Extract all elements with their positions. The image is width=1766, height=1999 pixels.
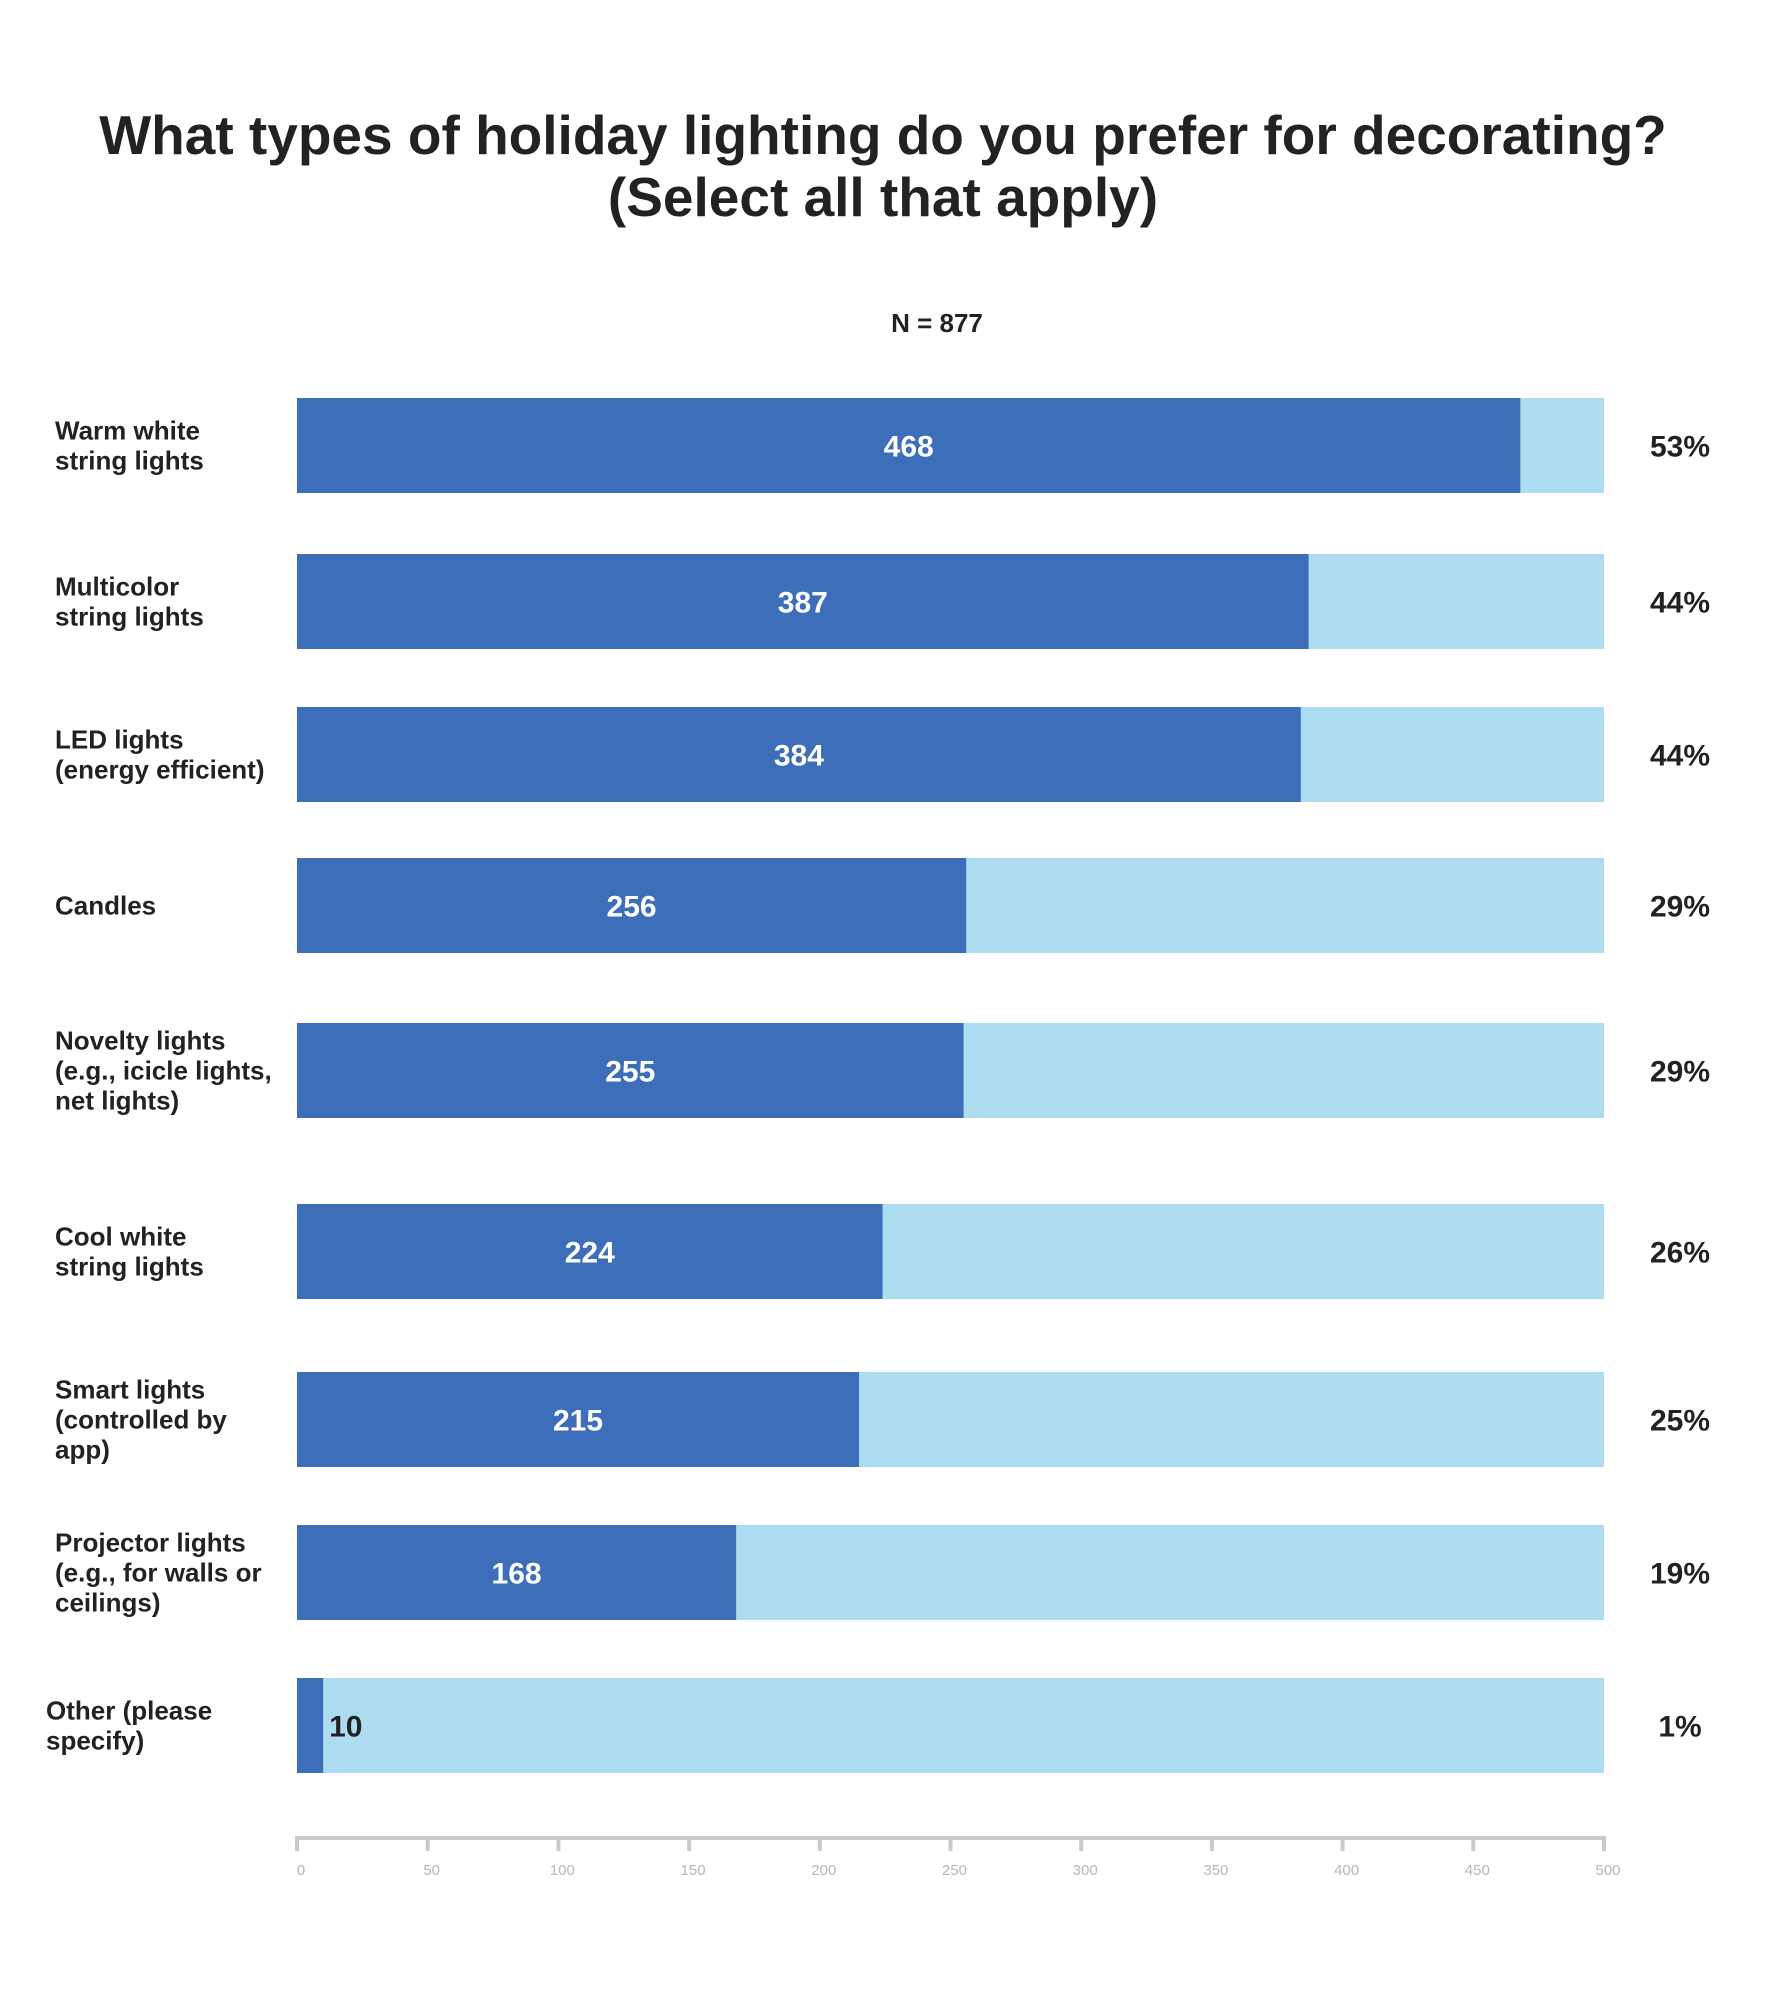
bar-3 bbox=[297, 707, 1301, 802]
bar-7 bbox=[297, 1372, 860, 1467]
category-label-line: Projector lights bbox=[55, 1528, 246, 1558]
category-label-line: Multicolor bbox=[55, 572, 179, 602]
x-tick-label-300: 300 bbox=[1073, 1862, 1098, 1879]
percent-label-5: 29% bbox=[1650, 1056, 1710, 1089]
percent-label-1: 53% bbox=[1650, 431, 1710, 464]
category-label-5: Novelty lights (e.g., icicle lights, net l… bbox=[55, 1026, 272, 1116]
bar-value-label-8: 168 bbox=[492, 1558, 542, 1591]
category-label-line: string lights bbox=[55, 446, 204, 476]
category-label-line: (energy efficient) bbox=[55, 755, 265, 785]
category-label-7: Smart lights (controlled by app) bbox=[55, 1375, 227, 1465]
x-tick-label-50: 50 bbox=[423, 1862, 440, 1879]
bar-2 bbox=[297, 554, 1309, 649]
category-label-line: Other (please bbox=[46, 1696, 212, 1726]
percent-label-4: 29% bbox=[1650, 891, 1710, 924]
category-label-line: (controlled by bbox=[55, 1405, 227, 1435]
chart-title-line-2: (Select all that apply) bbox=[607, 166, 1159, 228]
x-tick-label-500: 500 bbox=[1595, 1862, 1620, 1879]
bar-6 bbox=[297, 1204, 883, 1299]
category-label-9: Other (please specify) bbox=[46, 1696, 212, 1756]
x-tick-label-450: 450 bbox=[1465, 1862, 1490, 1879]
category-label-3: LED lights (energy efficient) bbox=[55, 725, 265, 785]
x-tick-label-250: 250 bbox=[942, 1862, 967, 1879]
category-label-line: (e.g., for walls or bbox=[55, 1558, 262, 1588]
x-tick-label-350: 350 bbox=[1203, 1862, 1228, 1879]
percent-label-6: 26% bbox=[1650, 1237, 1710, 1270]
percent-label-9: 1% bbox=[1658, 1711, 1701, 1744]
category-label-line: Warm white bbox=[55, 416, 200, 446]
percent-label-7: 25% bbox=[1650, 1405, 1710, 1438]
bar-value-label-9: 10 bbox=[329, 1711, 362, 1744]
x-tick-label-150: 150 bbox=[681, 1862, 706, 1879]
category-label-line: string lights bbox=[55, 602, 204, 632]
x-tick-label-400: 400 bbox=[1334, 1862, 1359, 1879]
x-tick-label-200: 200 bbox=[811, 1862, 836, 1879]
bar-value-label-7: 215 bbox=[553, 1405, 603, 1438]
bar-value-label-2: 387 bbox=[778, 587, 828, 620]
category-label-2: Multicolor string lights bbox=[55, 572, 204, 632]
bar-8 bbox=[297, 1525, 737, 1620]
category-label-line: (e.g., icicle lights, bbox=[55, 1056, 272, 1086]
bar-1 bbox=[297, 398, 1521, 493]
category-label-6: Cool white string lights bbox=[55, 1222, 204, 1282]
bar-9 bbox=[297, 1678, 324, 1773]
category-label-line: Candles bbox=[55, 891, 156, 921]
percent-label-3: 44% bbox=[1650, 740, 1710, 773]
category-label-line: ceilings) bbox=[55, 1588, 160, 1618]
percent-label-2: 44% bbox=[1650, 587, 1710, 620]
bar-value-label-3: 384 bbox=[774, 740, 824, 773]
percent-label-8: 19% bbox=[1650, 1558, 1710, 1591]
category-label-4: Candles bbox=[55, 891, 156, 921]
bar-value-label-1: 468 bbox=[884, 431, 934, 464]
category-label-1: Warm white string lights bbox=[55, 416, 204, 476]
bar-value-label-4: 256 bbox=[607, 891, 657, 924]
category-label-line: app) bbox=[55, 1435, 110, 1465]
category-label-line: specify) bbox=[46, 1726, 144, 1756]
sample-size-label: N = 877 bbox=[891, 308, 983, 338]
x-tick-label-0: 0 bbox=[297, 1862, 305, 1879]
x-tick-label-100: 100 bbox=[550, 1862, 575, 1879]
chart-title: What types of holiday lighting do you pr… bbox=[0, 104, 1766, 228]
category-label-line: net lights) bbox=[55, 1086, 179, 1116]
category-label-8: Projector lights (e.g., for walls or ceili… bbox=[55, 1528, 262, 1618]
bar-4 bbox=[297, 858, 967, 953]
chart-title-line-1: What types of holiday lighting do you pr… bbox=[99, 104, 1667, 166]
bar-value-label-6: 224 bbox=[565, 1237, 615, 1270]
bar-5 bbox=[297, 1023, 964, 1118]
bar-value-label-5: 255 bbox=[605, 1056, 655, 1089]
bar-track-9 bbox=[297, 1678, 1604, 1773]
category-label-line: string lights bbox=[55, 1252, 204, 1282]
category-label-line: Cool white bbox=[55, 1222, 186, 1252]
category-label-line: Novelty lights bbox=[55, 1026, 225, 1056]
category-label-line: Smart lights bbox=[55, 1375, 205, 1405]
category-label-line: LED lights bbox=[55, 725, 184, 755]
